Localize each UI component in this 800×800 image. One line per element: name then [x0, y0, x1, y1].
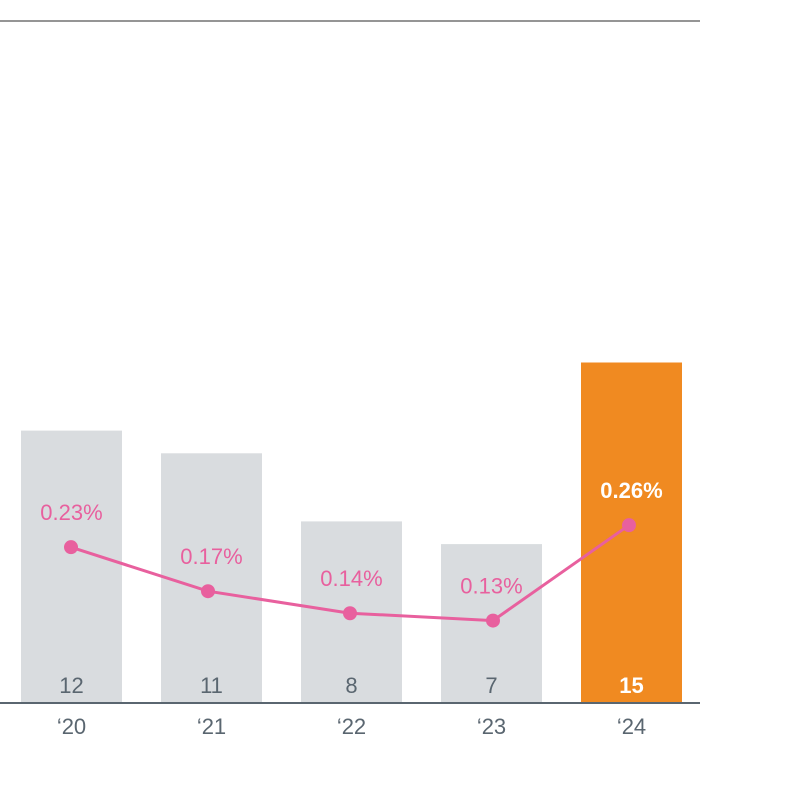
line-value-label: 0.17%	[180, 544, 242, 569]
bar-1	[161, 453, 262, 703]
line-value-label: 0.26%	[600, 478, 662, 503]
bar-value-label: 15	[619, 673, 643, 698]
points	[64, 518, 636, 628]
line-point	[486, 613, 500, 628]
line-point	[64, 540, 78, 555]
bar-0	[21, 430, 122, 703]
x-tick-label: ‘22	[337, 714, 366, 739]
line-value-label: 0.13%	[460, 574, 522, 599]
line-point	[343, 606, 357, 621]
bar-value-label: 11	[200, 673, 223, 698]
bars	[21, 362, 682, 703]
line-value-label: 0.23%	[40, 500, 102, 525]
line-value-label: 0.14%	[320, 566, 382, 591]
bar-value-label: 12	[59, 673, 83, 698]
line-point	[201, 584, 215, 599]
line-point	[622, 518, 636, 533]
x-tick-label: ‘23	[477, 714, 506, 739]
x-tick-label: ‘21	[197, 714, 226, 739]
bar-value-label: 7	[485, 673, 497, 698]
labels: 12 ‘20 0.23% 11 ‘21 0.17% 8 ‘22 0.14% 7 ‘23 0.13% 15…	[40, 478, 662, 739]
x-tick-label: ‘20	[57, 714, 86, 739]
bar-value-label: 8	[345, 673, 357, 698]
x-tick-label: ‘24	[617, 714, 646, 739]
bar-4	[581, 362, 682, 703]
